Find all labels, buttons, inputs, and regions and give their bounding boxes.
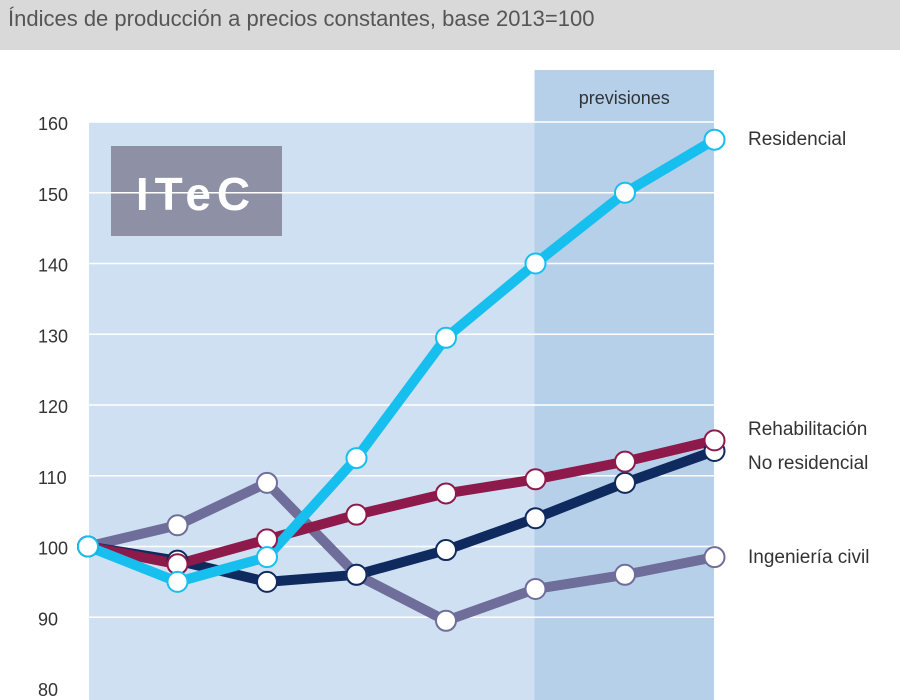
title-bar: Índices de producción a precios constant… bbox=[0, 0, 900, 50]
y-tick-label: 140 bbox=[38, 256, 68, 276]
data-point bbox=[703, 429, 726, 452]
data-point bbox=[345, 447, 368, 470]
y-tick-label: 130 bbox=[38, 326, 68, 346]
data-point bbox=[524, 577, 547, 600]
series-label: Residencial bbox=[748, 129, 846, 150]
y-tick-label: 160 bbox=[38, 114, 68, 134]
data-point bbox=[614, 563, 636, 586]
data-point bbox=[345, 563, 368, 586]
line-chart: previsiones ITeC 80 90 100 110 120 130 140 150 1… bbox=[38, 70, 869, 700]
series-label: Rehabilitación bbox=[748, 419, 867, 440]
y-tick-label: 90 bbox=[38, 609, 58, 629]
series-line bbox=[83, 477, 720, 626]
logo-box bbox=[111, 146, 282, 236]
data-point bbox=[614, 181, 636, 204]
data-point bbox=[524, 468, 547, 491]
data-point bbox=[166, 570, 189, 593]
data-point bbox=[256, 570, 278, 593]
data-point bbox=[77, 535, 99, 558]
series-label: Ingeniería civil bbox=[748, 547, 869, 568]
data-point bbox=[524, 252, 547, 275]
data-point bbox=[524, 507, 547, 530]
series-line bbox=[83, 134, 720, 587]
y-tick-label: 100 bbox=[38, 539, 68, 559]
logo-text: ITeC bbox=[136, 168, 256, 220]
series-label: No residencial bbox=[748, 453, 868, 474]
data-point bbox=[256, 471, 278, 494]
data-point bbox=[703, 546, 726, 569]
data-point bbox=[703, 128, 726, 151]
y-tick-label: 80 bbox=[38, 680, 58, 700]
data-point bbox=[435, 482, 457, 505]
data-point bbox=[345, 503, 368, 526]
data-point bbox=[435, 326, 457, 349]
forecast-region bbox=[534, 70, 714, 700]
y-tick-label: 110 bbox=[38, 468, 67, 488]
data-point bbox=[256, 546, 278, 569]
data-point bbox=[435, 609, 457, 632]
data-point bbox=[614, 450, 636, 473]
data-point bbox=[435, 539, 457, 562]
data-point bbox=[166, 514, 189, 537]
forecast-label: previsiones bbox=[579, 88, 670, 108]
data-point bbox=[614, 471, 636, 494]
itec-logo: ITeC bbox=[111, 146, 282, 236]
y-tick-label: 120 bbox=[38, 397, 68, 417]
chart-title: Índices de producción a precios constant… bbox=[8, 6, 595, 31]
y-tick-label: 150 bbox=[38, 185, 68, 205]
series-line bbox=[83, 435, 720, 570]
